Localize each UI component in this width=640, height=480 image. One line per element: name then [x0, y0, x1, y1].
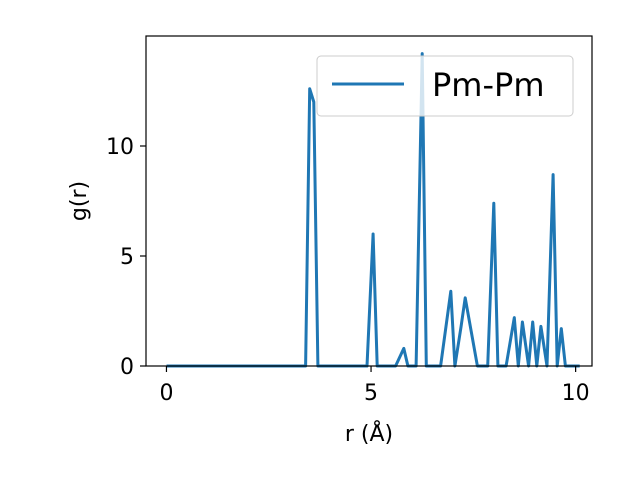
legend: Pm-Pm [316, 55, 574, 117]
legend-box [316, 55, 574, 117]
x-tick-label-0: 0 [159, 381, 173, 406]
y-tick-label-0: 0 [120, 355, 134, 380]
axes: 0 5 10 0 5 10 [106, 35, 593, 406]
x-tick-label-2: 10 [562, 381, 590, 406]
legend-label-pm-pm: Pm-Pm [432, 66, 544, 104]
x-axis-label: r (Å) [345, 420, 393, 447]
x-tick-label-1: 5 [364, 381, 378, 406]
axes-frame [145, 35, 593, 367]
y-tick-label-1: 5 [120, 245, 134, 270]
y-tick-label-2: 10 [106, 135, 134, 160]
y-axis-label: g(r) [67, 181, 92, 221]
